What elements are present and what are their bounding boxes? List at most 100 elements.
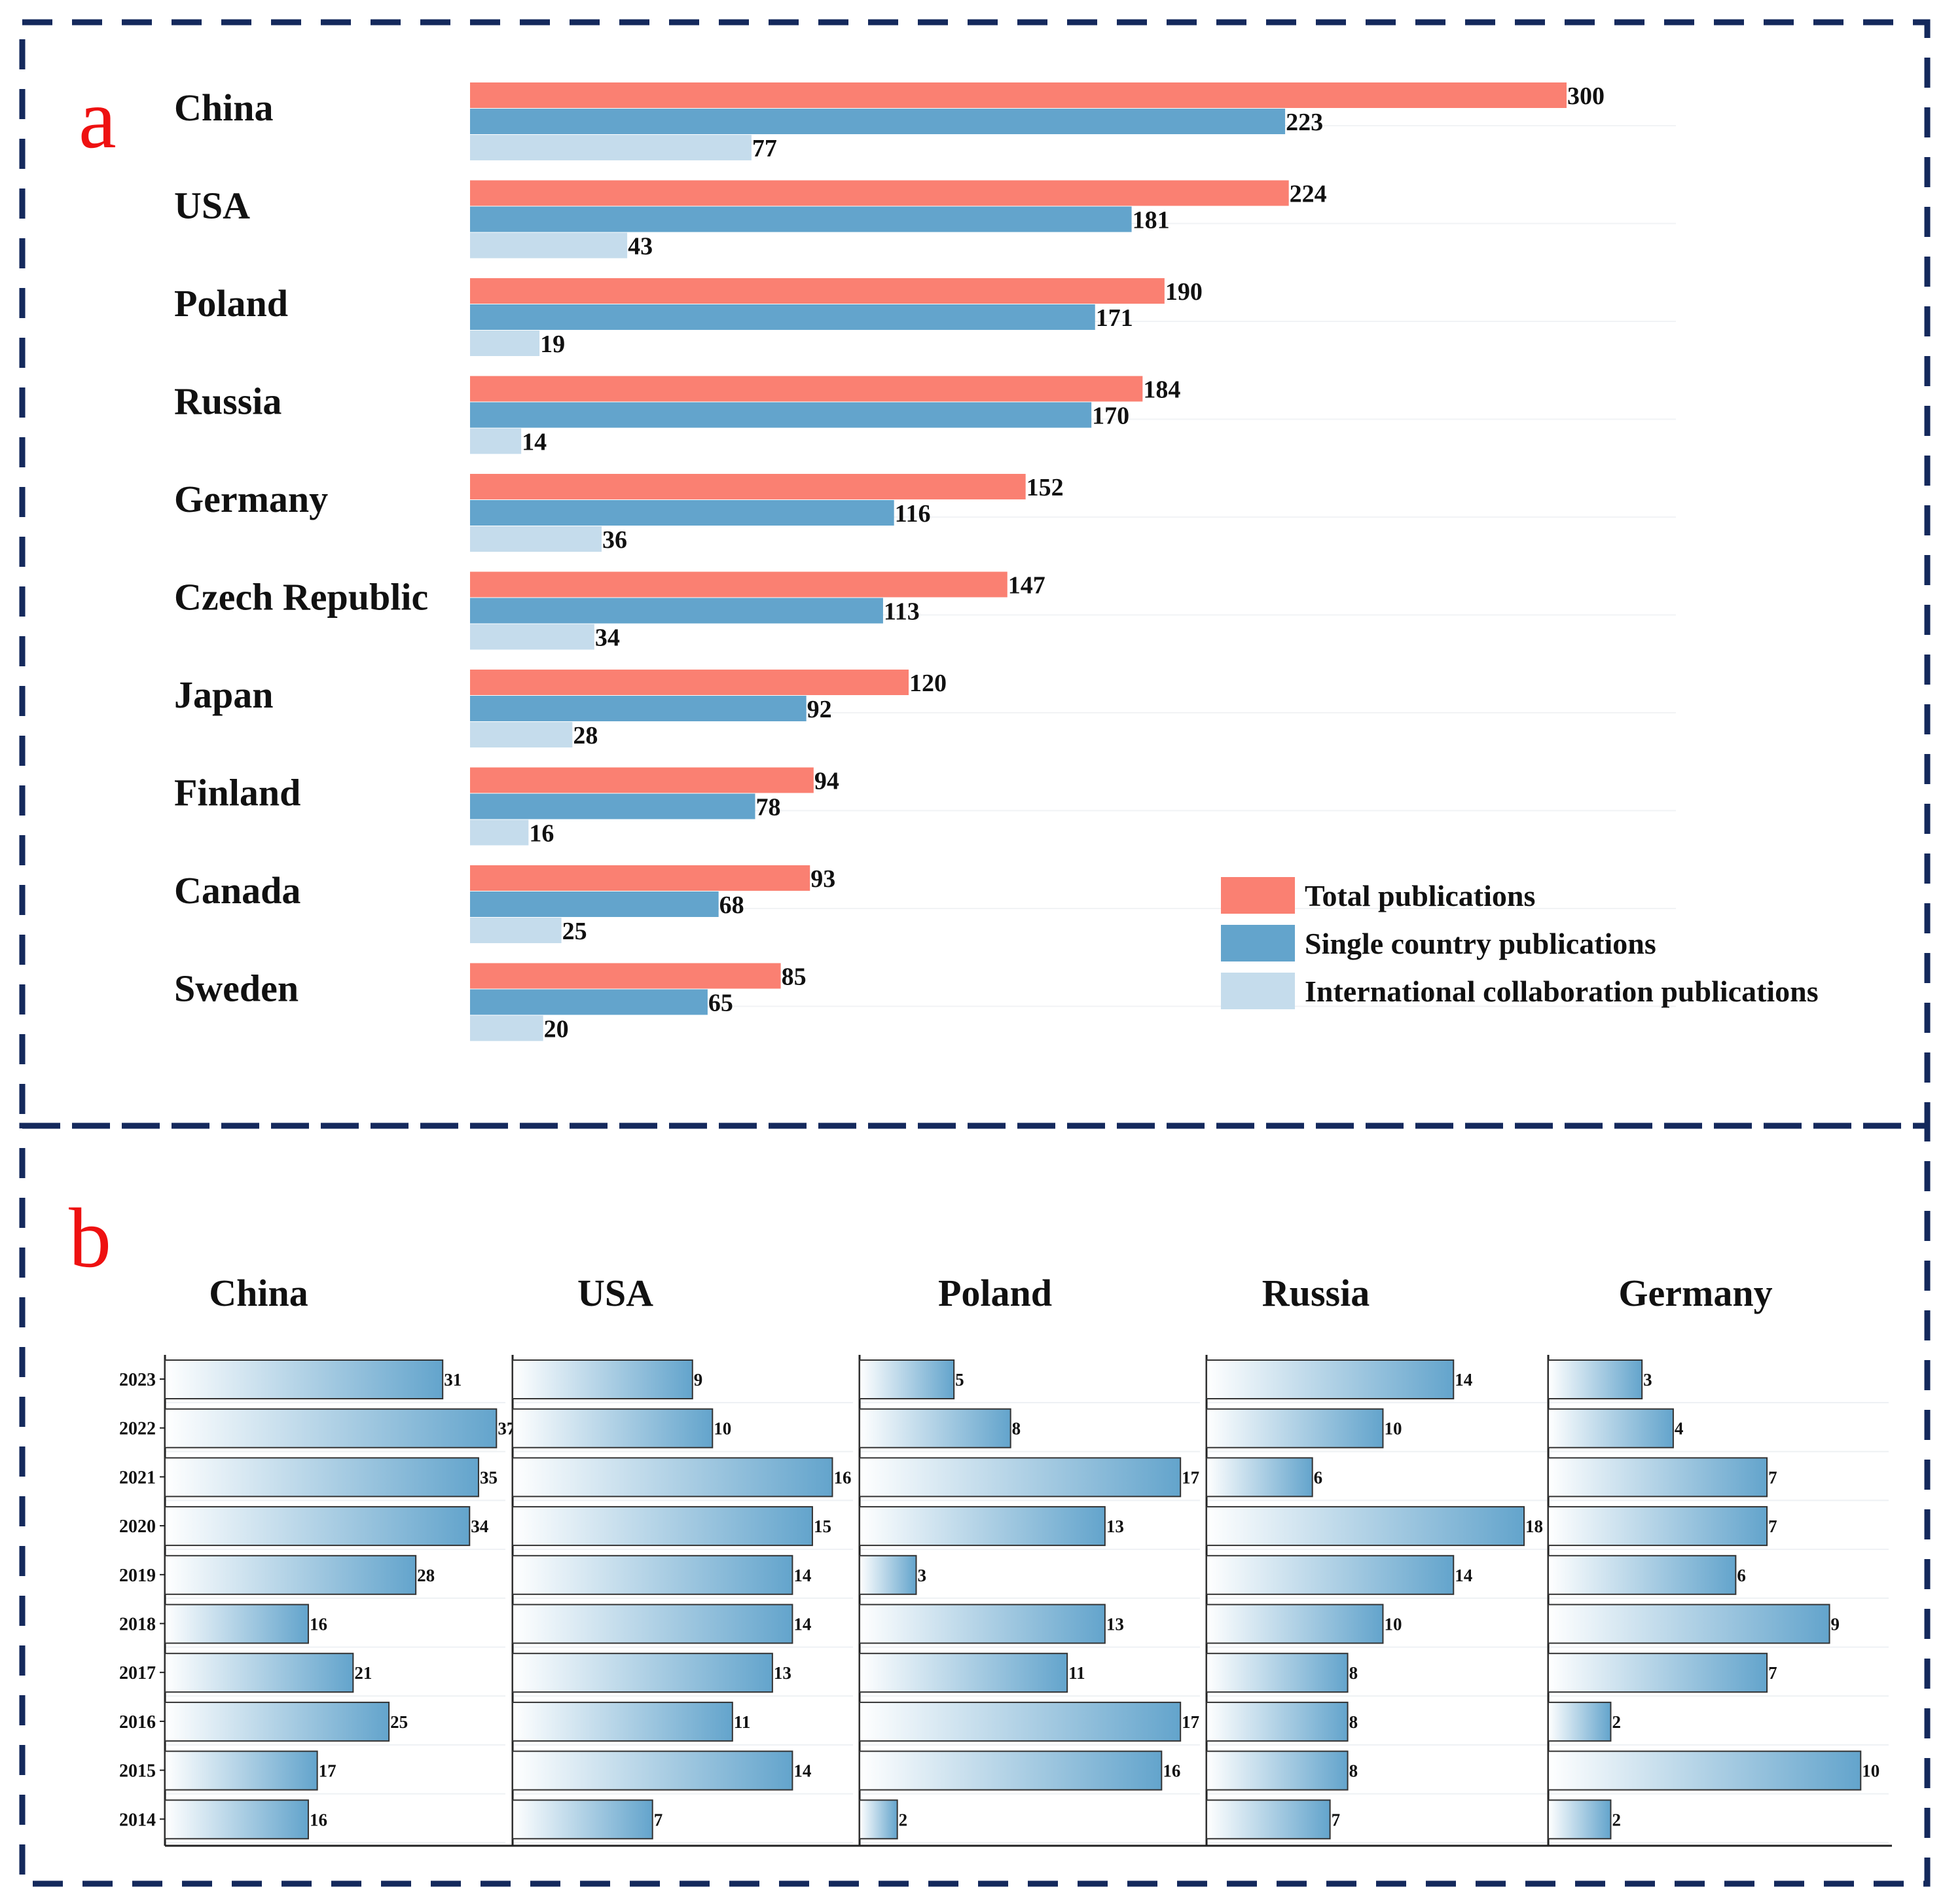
data-label: 10 [1384,1615,1402,1634]
bar [164,1359,444,1399]
bar [512,1604,793,1644]
bar [164,1653,354,1693]
data-label: 152 [1026,474,1064,501]
bar [470,819,529,846]
data-label: 35 [480,1467,498,1487]
bar [512,1506,813,1547]
bar [470,571,1008,598]
bar [470,135,752,160]
legend-swatch [1221,973,1295,1009]
data-label: 8 [1349,1712,1358,1732]
panel-a-letter: a [79,72,117,166]
bar [470,670,909,695]
data-label: 11 [1068,1663,1085,1683]
panel-b-chart: China31202337202235202134202028201916201… [119,1272,1892,1847]
bar [470,767,814,793]
category-label: USA [174,185,250,227]
data-label: 14 [522,429,547,456]
bar [470,278,1165,304]
data-label: 8 [1349,1663,1358,1683]
bar [470,722,573,747]
bar [859,1653,1068,1693]
panel-b-letter: b [69,1191,111,1285]
bar [1548,1799,1612,1840]
bar [512,1359,693,1399]
data-label: 25 [562,918,587,945]
data-label: 16 [529,820,554,848]
bar [470,1015,543,1041]
data-label: 113 [884,598,920,626]
data-label: 3 [918,1566,927,1585]
bar [470,304,1095,330]
bar [1206,1750,1349,1791]
data-label: 184 [1143,376,1180,404]
category-label: Russia [174,380,281,423]
data-label: 31 [444,1370,462,1390]
data-label: 11 [734,1712,751,1732]
bar [859,1408,1011,1448]
bar [859,1701,1182,1742]
data-label: 13 [1106,1615,1124,1634]
panel-title: Russia [1262,1272,1370,1314]
bar [470,82,1567,108]
bar [470,865,810,891]
bar [470,402,1092,428]
data-label: 19 [540,331,565,358]
data-label: 17 [1182,1467,1199,1487]
bar [1548,1701,1612,1742]
bar [470,206,1132,232]
bar [1548,1653,1768,1693]
data-label: 10 [714,1419,731,1439]
data-label: 17 [1182,1712,1199,1732]
category-label: Canada [174,869,300,912]
data-label: 28 [573,722,598,749]
year-tick-label: 2022 [119,1419,156,1439]
year-tick-label: 2016 [119,1712,156,1733]
data-label: 300 [1567,82,1605,110]
category-label: Finland [174,772,300,814]
data-label: 8 [1349,1761,1358,1781]
data-label: 14 [1455,1370,1472,1390]
bar [164,1457,479,1498]
bar [1206,1408,1384,1448]
data-label: 85 [782,963,807,991]
bar [164,1506,471,1547]
data-label: 65 [708,990,733,1017]
bar [512,1653,773,1693]
data-label: 16 [833,1467,851,1487]
data-label: 9 [694,1370,703,1390]
data-label: 92 [807,696,832,723]
bar [470,918,562,943]
bar [470,696,807,721]
bar [859,1554,917,1595]
data-label: 10 [1862,1761,1879,1781]
bar [1206,1359,1455,1399]
data-label: 7 [1332,1810,1341,1829]
panel-a-frame [19,19,1931,1129]
year-tick-label: 2017 [119,1663,156,1683]
bar [470,793,755,819]
bar [512,1408,714,1448]
legend-swatch [1221,925,1295,961]
data-label: 78 [756,794,781,821]
data-label: 224 [1290,181,1327,208]
bar [470,376,1143,402]
panel-title: Poland [938,1272,1052,1314]
bar [470,331,540,356]
data-label: 13 [1106,1517,1124,1536]
bar [1206,1701,1349,1742]
legend-label: Total publications [1305,879,1535,912]
bar [859,1359,955,1399]
bar [859,1506,1106,1547]
data-label: 147 [1008,572,1045,600]
bar [164,1604,309,1644]
data-label: 43 [628,233,653,260]
data-label: 10 [1384,1419,1402,1439]
category-label: China [174,86,274,129]
bar [164,1750,318,1791]
data-label: 36 [602,526,627,554]
bar [1206,1653,1349,1693]
data-label: 6 [1314,1467,1323,1487]
bar [1206,1799,1331,1840]
